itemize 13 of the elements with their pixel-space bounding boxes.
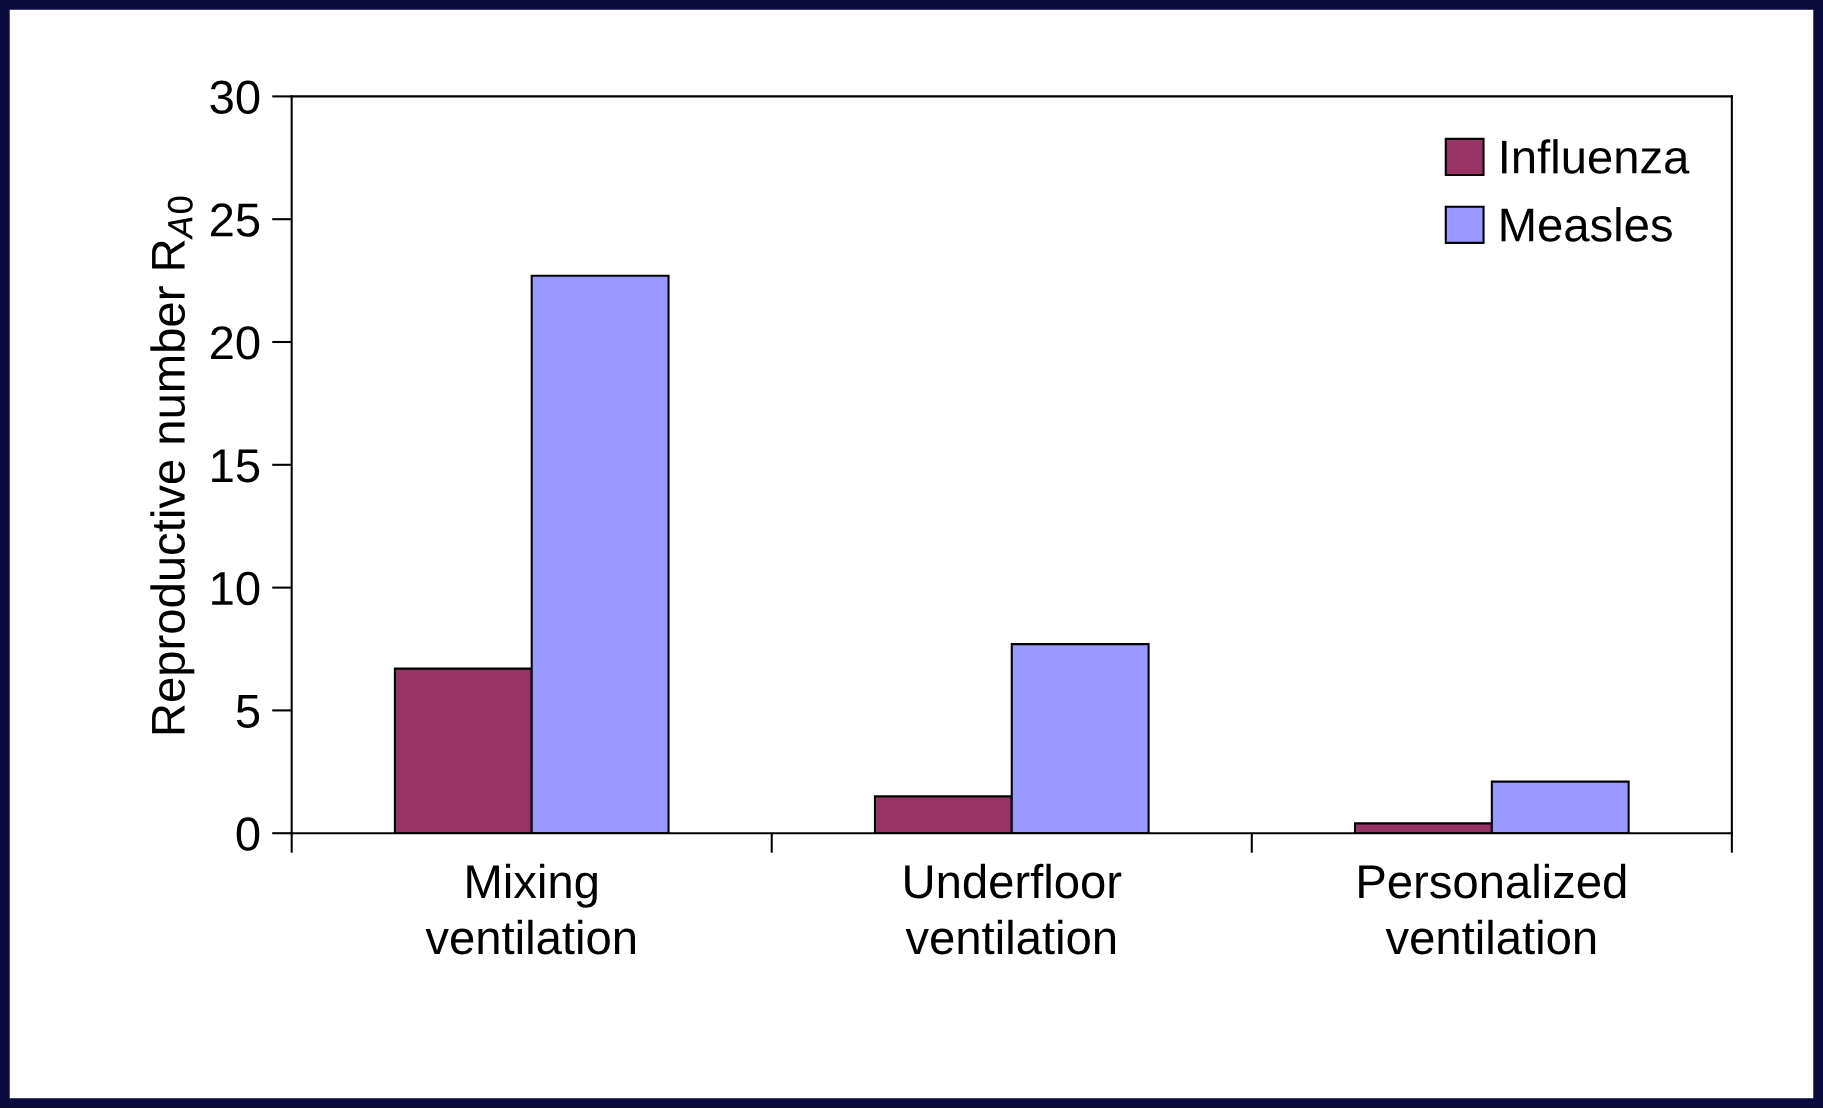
y-tick-label: 0 (236, 817, 260, 851)
y-tick-label: 25 (210, 203, 260, 237)
y-tick-label: 5 (236, 695, 260, 728)
x-tick-label: Personalized ventilation (1359, 863, 1626, 955)
y-tick-label: 30 (210, 80, 260, 114)
x-tick-label: Underfloor ventilation (905, 863, 1122, 955)
legend-label: Measles (1501, 207, 1672, 242)
y-axis-title: Reproductive number R$_{A0}$ (150, 196, 195, 734)
legend-label: Influenza (1502, 139, 1690, 174)
y-tick-label: 10 (212, 571, 260, 606)
y-tick-label: 15 (212, 449, 260, 483)
y-tick-label: 20 (210, 326, 260, 360)
x-tick-label: Mixing ventilation (425, 863, 635, 955)
